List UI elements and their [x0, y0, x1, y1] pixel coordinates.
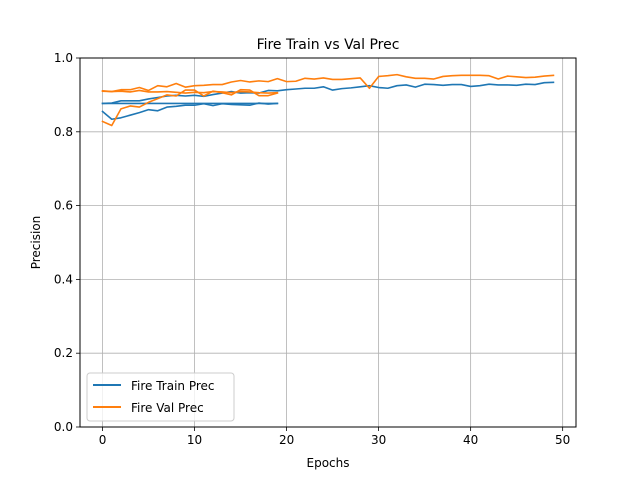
y-tick-label: 0.6: [54, 199, 73, 213]
grid: [80, 57, 576, 428]
x-tick-label: 50: [555, 433, 570, 447]
chart-title: Fire Train vs Val Prec: [257, 37, 400, 53]
legend: Fire Train Prec Fire Val Prec: [86, 372, 235, 422]
x-tick-label: 10: [187, 433, 202, 447]
val-prec-line-1: [101, 73, 555, 93]
legend-box: [86, 372, 235, 422]
train-prec-line-0: [101, 102, 279, 121]
x-tick-label: 30: [371, 433, 386, 447]
plot-frame: [79, 57, 577, 428]
val-prec-line-0: [101, 88, 279, 127]
y-tick-label: 0.2: [54, 346, 73, 360]
legend-label-val: Fire Val Prec: [131, 401, 204, 415]
y-tick-label: 1.0: [54, 51, 73, 65]
x-tick-label: 40: [463, 433, 478, 447]
series-lines: [101, 73, 555, 127]
y-tick-label: 0.4: [54, 272, 73, 286]
y-axis-ticks: 0.0 0.2 0.4 0.6 0.8 1.0: [54, 51, 80, 434]
val-prec-line-2: [101, 89, 279, 94]
y-axis-label: Precision: [29, 216, 43, 270]
plot-area: [80, 58, 576, 427]
y-tick-label: 0.0: [54, 420, 73, 434]
x-tick-label: 20: [279, 433, 294, 447]
x-axis-ticks: 0 10 20 30 40 50: [99, 427, 570, 447]
x-axis-label: Epochs: [307, 456, 350, 470]
legend-label-train: Fire Train Prec: [131, 379, 215, 393]
y-tick-label: 0.8: [54, 125, 73, 139]
x-tick-label: 0: [99, 433, 107, 447]
